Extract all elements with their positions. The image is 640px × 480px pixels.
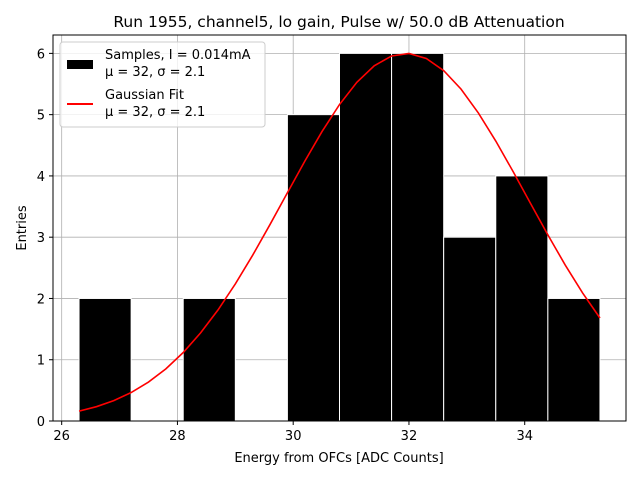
legend-histogram-label: Samples, I = 0.014mA: [105, 48, 251, 63]
x-tick-label: 32: [401, 429, 418, 444]
histogram-bar: [286, 114, 340, 422]
legend-fit-label: Gaussian Fit: [105, 88, 184, 103]
histogram-bar: [78, 297, 132, 422]
y-tick-label: 1: [37, 354, 45, 369]
legend-histogram-swatch: [67, 60, 93, 69]
x-tick-label: 26: [53, 429, 70, 444]
histogram-bar: [339, 52, 393, 422]
x-tick-label: 30: [285, 429, 302, 444]
y-tick-label: 2: [37, 292, 45, 307]
y-tick-label: 4: [37, 170, 45, 185]
y-axis-label: Entries: [15, 205, 30, 251]
legend-box: [59, 41, 266, 128]
chart-title: Run 1955, channel5, lo gain, Pulse w/ 50…: [113, 13, 564, 31]
gaussian-fit-line: [78, 52, 601, 412]
x-axis-label: Energy from OFCs [ADC Counts]: [234, 451, 443, 466]
y-tick-label: 3: [37, 231, 45, 246]
bars-layer: [78, 52, 601, 422]
y-tick-label: 6: [37, 47, 45, 62]
histogram-bar: [443, 236, 497, 422]
legend: Samples, I = 0.014mA μ = 32, σ = 2.1 Gau…: [59, 41, 266, 128]
histogram-bar: [495, 175, 549, 422]
histogram-bar: [391, 52, 445, 422]
y-tick-label: 0: [37, 415, 45, 430]
histogram-bar: [547, 297, 601, 422]
legend-fit-stats: μ = 32, σ = 2.1: [105, 105, 205, 120]
plot-frame: [52, 34, 627, 422]
fit-layer: [78, 52, 601, 412]
y-tick-label: 5: [37, 109, 45, 124]
x-tick-label: 28: [169, 429, 186, 444]
histogram-bar: [182, 297, 236, 422]
legend-histogram-stats: μ = 32, σ = 2.1: [105, 65, 205, 80]
x-tick-label: 34: [516, 429, 533, 444]
